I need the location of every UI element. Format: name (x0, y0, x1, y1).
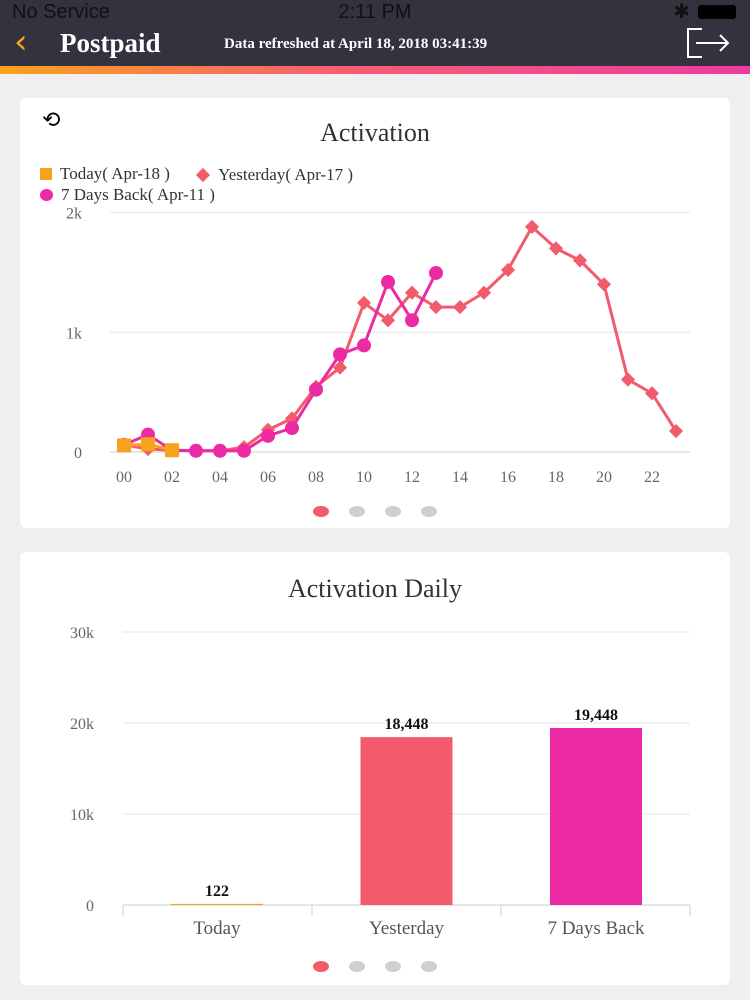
data-label: 122 (205, 883, 229, 900)
data-point-circle (261, 428, 275, 443)
legend-today[interactable]: Today( Apr-18 ) (40, 164, 170, 184)
y-tick-label: 10k (70, 807, 94, 824)
page-title: Postpaid (60, 28, 161, 58)
x-tick-label: 20 (596, 469, 612, 486)
activation-daily-card: Activation Daily 0 10k 20k 30k 122 Today 18,44… (20, 552, 730, 985)
data-point-circle (381, 274, 395, 289)
pager-dot[interactable] (313, 961, 329, 972)
data-point-circle (213, 443, 227, 458)
app-header: No Service 2:11 PM ✱ ‹ Postpaid Data ref… (0, 0, 750, 66)
data-point-diamond (644, 386, 660, 401)
x-category-label: Today (193, 918, 241, 939)
chart-title: Activation (320, 118, 430, 147)
chart-title: Activation Daily (287, 574, 462, 603)
data-point-circle (429, 265, 443, 280)
data-point-square (141, 437, 155, 452)
chart-legend: Today( Apr-18 ) Yesterday( Apr-17 ) 7 Da… (40, 164, 373, 206)
x-category-label: Yesterday (369, 918, 445, 939)
data-point-diamond (332, 360, 348, 375)
data-point-diamond (596, 277, 612, 292)
bar (550, 728, 642, 905)
pager-dot[interactable] (385, 506, 401, 517)
pager-dots (20, 961, 730, 972)
data-point-diamond (428, 300, 444, 315)
y-tick-label: 2k (66, 206, 82, 223)
data-point-diamond (380, 313, 396, 328)
refresh-timestamp: Data refreshed at April 18, 2018 03:41:3… (224, 36, 488, 52)
y-tick-label: 30k (70, 625, 94, 642)
x-tick-label: 22 (644, 469, 660, 486)
y-tick-label: 0 (74, 445, 82, 462)
data-point-diamond (668, 423, 684, 439)
legend-7days[interactable]: 7 Days Back( Apr-11 ) (40, 185, 215, 205)
pager-dot[interactable] (313, 506, 329, 517)
x-tick-label: 02 (164, 469, 180, 486)
y-tick-label: 0 (86, 898, 94, 915)
bar-chart: 0 10k 20k 30k 122 Today 18,448 Yesterday 19,448 7… (70, 625, 691, 939)
series-line (123, 224, 678, 453)
data-point-diamond (620, 372, 636, 387)
bar (360, 737, 453, 905)
clock: 2:11 PM (338, 1, 412, 23)
data-point-circle (309, 382, 323, 397)
pager-dot[interactable] (349, 506, 365, 517)
x-category-label: 7 Days Back (547, 918, 645, 939)
data-point-diamond (404, 285, 420, 300)
data-label: 19,448 (574, 707, 618, 724)
status-bar: No Service 2:11 PM ✱ (12, 1, 738, 23)
pager-dots (20, 506, 730, 517)
x-tick-label: 12 (404, 469, 420, 486)
data-point-diamond (356, 295, 372, 310)
line-chart: 0 1k 2k 00 02 04 06 08 10 12 14 16 18 20 22 (66, 206, 690, 486)
data-point-diamond (572, 253, 588, 268)
gradient-divider (0, 66, 750, 74)
pager-dot[interactable] (385, 961, 401, 972)
legend-yesterday[interactable]: Yesterday( Apr-17 ) (194, 165, 353, 185)
activation-chart-card: ⟲ Activation Today( Apr-18 ) Yesterday( … (20, 98, 730, 528)
data-point-square (165, 443, 179, 458)
x-tick-label: 04 (212, 469, 228, 486)
data-point-diamond (500, 262, 516, 278)
data-point-circle (405, 313, 419, 328)
history-icon[interactable]: ⟲ (42, 108, 61, 133)
x-tick-label: 14 (452, 469, 468, 486)
data-point-diamond (524, 219, 540, 234)
x-tick-label: 10 (356, 469, 372, 486)
x-tick-label: 08 (308, 469, 324, 486)
data-point-circle (333, 347, 347, 362)
y-tick-label: 1k (66, 325, 82, 342)
data-point-circle (357, 338, 371, 353)
data-point-diamond (548, 241, 564, 256)
pager-dot[interactable] (349, 961, 365, 972)
data-point-circle (285, 421, 299, 436)
data-point-square (117, 438, 131, 453)
x-tick-label: 06 (260, 469, 276, 486)
carrier-label: No Service (12, 1, 110, 23)
x-tick-label: 16 (500, 469, 516, 486)
back-chevron-icon[interactable]: ‹ (14, 22, 28, 62)
data-point-circle (237, 443, 251, 458)
pager-dot[interactable] (421, 961, 437, 972)
logout-icon[interactable] (684, 27, 732, 59)
x-tick-label: 00 (116, 469, 132, 486)
data-point-circle (189, 443, 203, 458)
bluetooth-icon: ✱ (673, 1, 690, 23)
data-point-diamond (452, 300, 468, 315)
y-tick-label: 20k (70, 716, 94, 733)
x-tick-label: 18 (548, 469, 564, 486)
data-point-diamond (476, 285, 492, 300)
bar (171, 903, 263, 905)
data-label: 18,448 (385, 716, 429, 733)
pager-dot[interactable] (421, 506, 437, 517)
battery-icon (698, 5, 736, 19)
